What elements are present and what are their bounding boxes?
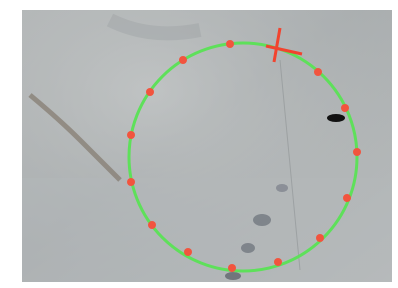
edge-point [341, 104, 349, 112]
photo [22, 10, 392, 282]
edge-point [127, 178, 135, 186]
annotated-photo [0, 0, 398, 288]
spot [225, 272, 241, 280]
spot [253, 214, 271, 226]
edge-point [226, 40, 234, 48]
edge-point [353, 148, 361, 156]
edge-point [228, 264, 236, 272]
edge-point [314, 68, 322, 76]
edge-point [184, 248, 192, 256]
dark-mark [327, 114, 345, 122]
screenshot [0, 0, 398, 288]
edge-point [274, 258, 282, 266]
edge-point [146, 88, 154, 96]
spot [241, 243, 255, 253]
edge-point [343, 194, 351, 202]
edge-point [179, 56, 187, 64]
edge-point [148, 221, 156, 229]
spot [276, 184, 288, 192]
edge-point [127, 131, 135, 139]
edge-point [316, 234, 324, 242]
